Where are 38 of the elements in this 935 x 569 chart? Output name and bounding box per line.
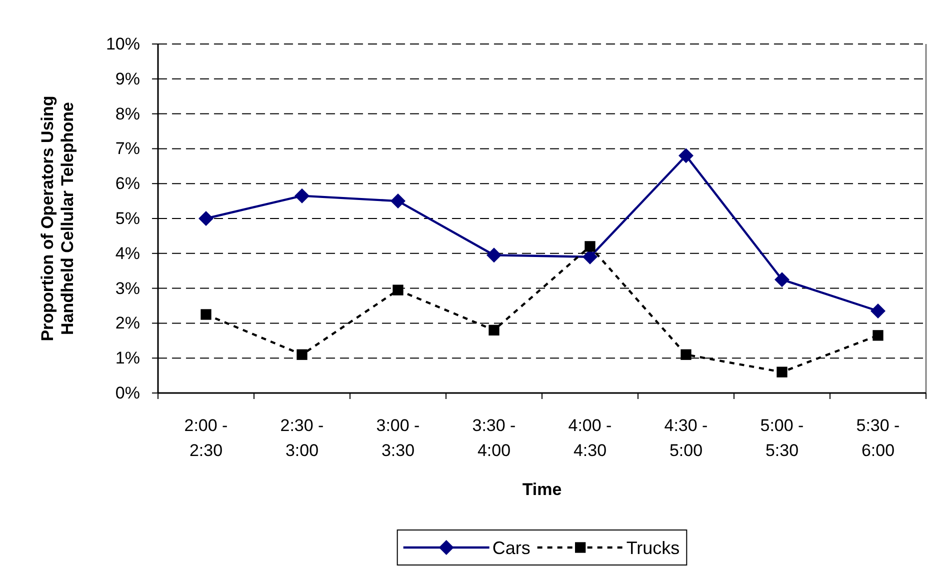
y-tick-label: 9% — [115, 69, 140, 88]
point — [680, 349, 692, 360]
y-tick-label: 6% — [115, 174, 140, 194]
y-tick-label: 7% — [115, 139, 140, 158]
legend-label: Cars — [492, 538, 530, 558]
y-tick-label: 0% — [115, 383, 140, 402]
y-tick-label: 2% — [115, 314, 140, 333]
point — [200, 309, 212, 320]
y-tick-label: 4% — [115, 244, 140, 263]
point — [198, 211, 214, 226]
x-tick-label: 5:00 - 5:30 — [760, 416, 804, 460]
legend-label: Trucks — [626, 538, 680, 558]
point — [296, 349, 308, 360]
x-axis-title: Time — [522, 480, 562, 499]
y-tick-label: 10% — [106, 34, 140, 54]
y-axis-title: Proportion of Operators Using Handheld Cellular Telephone — [38, 96, 77, 342]
y-tick-label: 8% — [115, 104, 140, 124]
point — [488, 324, 500, 336]
point — [584, 241, 596, 252]
x-tick-label: 5:30 - 6:00 — [856, 416, 900, 460]
y-tick-label: 3% — [115, 278, 140, 298]
x-tick-label: 3:00 - 3:30 — [376, 416, 420, 460]
point — [776, 366, 788, 378]
x-tick-label: 3:30 - 4:00 — [472, 416, 516, 460]
y-tick-label: 1% — [115, 348, 140, 368]
point — [872, 330, 884, 341]
x-tick-label: 2:00 - 2:30 — [184, 416, 228, 460]
point — [678, 148, 694, 164]
point — [486, 248, 502, 263]
point — [294, 188, 310, 204]
point — [870, 303, 886, 318]
point — [390, 194, 406, 209]
point — [774, 272, 790, 288]
x-tick-label: 2:30 - 3:00 — [280, 416, 324, 460]
y-tick-label: 5% — [115, 208, 140, 228]
point — [392, 284, 404, 296]
x-tick-label: 4:30 - 5:00 — [664, 416, 708, 460]
x-tick-label: 4:00 - 4:30 — [568, 416, 612, 460]
